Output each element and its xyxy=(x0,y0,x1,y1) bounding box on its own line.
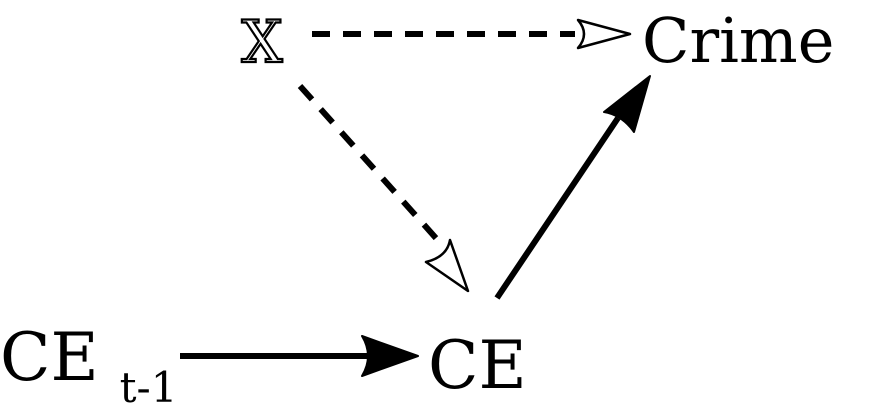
edge-ce-to-crime-arrowhead xyxy=(603,75,651,133)
edge-x-to-crime-arrowhead xyxy=(576,18,632,50)
node-ce-label: CE xyxy=(428,327,527,404)
node-ce-lag-main: CE xyxy=(0,319,99,396)
edge-x-to-ce-arrowhead xyxy=(424,238,470,293)
edge-celag-to-ce-arrowhead xyxy=(361,335,419,377)
edge-ce-to-crime xyxy=(494,75,651,300)
node-x-label: X xyxy=(241,8,283,76)
edge-x-to-ce-line xyxy=(297,84,446,248)
edge-x-to-crime xyxy=(312,18,632,50)
node-crime-label: Crime xyxy=(642,4,834,77)
edge-ce-to-crime-line xyxy=(494,116,621,300)
edge-celag-to-ce xyxy=(180,335,419,377)
node-ce-lag-subscript: t-1 xyxy=(120,363,178,412)
edge-x-to-ce xyxy=(297,84,470,293)
node-ce-lag-label: CE t-1 xyxy=(0,319,177,412)
